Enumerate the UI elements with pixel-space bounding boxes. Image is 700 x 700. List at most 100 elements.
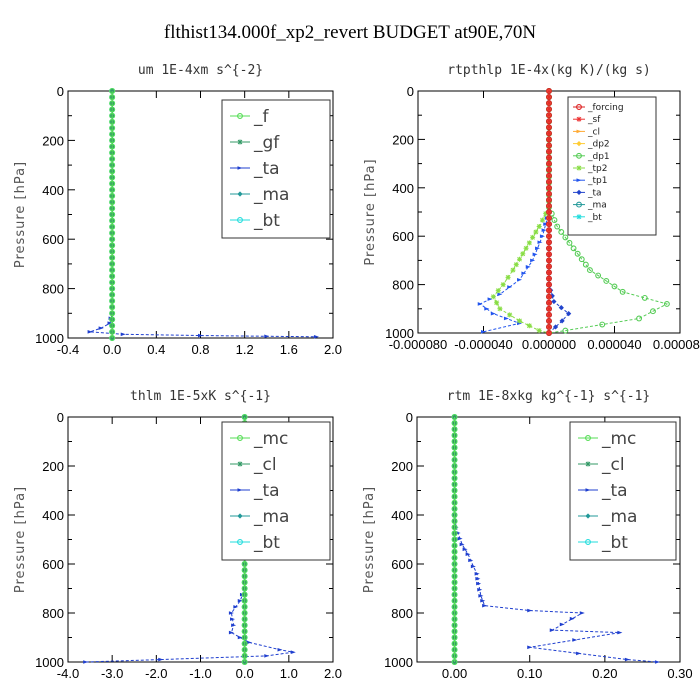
data-point [546,106,552,113]
legend-marker [576,178,582,182]
data-point [109,217,116,224]
data-point [241,610,248,616]
data-point [109,285,116,292]
data-point [451,616,458,623]
legend-marker [576,152,582,159]
series-tp2 [490,88,552,336]
legend: _mc _cl _ta _ma _bt [221,421,331,561]
legend: _f _gf _ta _ma _bt [221,99,331,239]
data-point [636,315,643,322]
data-point [546,100,552,107]
data-point [599,321,606,328]
x-tick-label: -0.4 [57,342,79,357]
data-point [451,463,458,469]
data-point [451,548,458,555]
data-point [451,622,458,629]
data-point [611,283,618,290]
data-point [535,246,541,251]
data-point [107,321,113,325]
data-point [109,291,116,298]
data-point [451,524,458,531]
series-line [85,417,294,663]
data-point [313,334,319,339]
x-tick-label: 2.0 [324,666,342,681]
data-point [546,245,552,252]
data-point [241,628,248,635]
y-axis-label: Pressure [hPa] [362,486,377,593]
series-line [479,91,550,333]
data-point [517,256,523,262]
data-point [497,292,503,297]
data-point [451,518,458,525]
data-point [520,251,526,257]
data-point [546,154,552,161]
data-point [484,307,490,311]
data-point [546,196,552,203]
legend-label: _ma [587,201,607,211]
data-point [241,597,248,604]
data-point [539,217,545,223]
legend-label: _bt [587,213,602,223]
data-point [451,450,458,457]
data-point [231,623,237,628]
data-point [546,287,552,294]
x-tick-label: 0.20 [592,666,617,681]
legend-marker [585,461,591,467]
data-point [546,178,552,185]
data-point [241,585,248,592]
data-point [198,333,203,338]
y-tick-label: 1000 [35,331,64,346]
data-point [546,269,552,276]
data-point [83,660,89,664]
data-point [228,630,234,635]
data-point [109,335,116,341]
data-point [451,652,458,659]
data-point [237,598,243,603]
legend-label: _gf [253,133,280,153]
data-point [230,617,236,621]
data-point [517,318,523,324]
data-point [562,234,569,241]
data-point [546,239,552,246]
data-point [576,651,582,656]
y-tick-label: 0 [57,410,64,425]
y-tick-label: 1000 [385,326,414,341]
data-point [549,628,555,632]
data-point [546,118,552,125]
legend-marker [576,129,582,134]
data-point [451,591,458,598]
x-tick-label: 0.000040 [587,337,641,352]
data-point [619,288,626,295]
data-point [603,278,610,284]
data-point [109,260,116,267]
data-point [497,306,503,312]
data-point [477,302,483,306]
legend-marker [576,165,582,171]
y-tick-label: 600 [42,557,64,572]
x-tick-label: -0.000040 [454,337,513,352]
legend-label: _sf [587,115,601,125]
data-point [624,657,630,662]
legend-marker [237,488,243,492]
data-point [451,512,458,518]
data-point [546,275,552,282]
data-point [546,257,552,264]
data-point [109,310,116,317]
y-tick-label: 600 [392,229,414,244]
data-point [87,330,93,334]
data-point [457,536,463,541]
data-point [241,622,248,629]
data-point [109,316,116,323]
data-point [451,542,458,549]
data-point [451,456,458,463]
data-point [109,267,116,274]
data-point [228,611,234,615]
data-point [451,475,458,482]
data-point [546,251,552,258]
series-forcing [546,88,552,336]
data-point [595,272,602,279]
data-point [566,311,572,317]
data-point [546,88,552,94]
y-tick-label: 800 [391,606,413,621]
